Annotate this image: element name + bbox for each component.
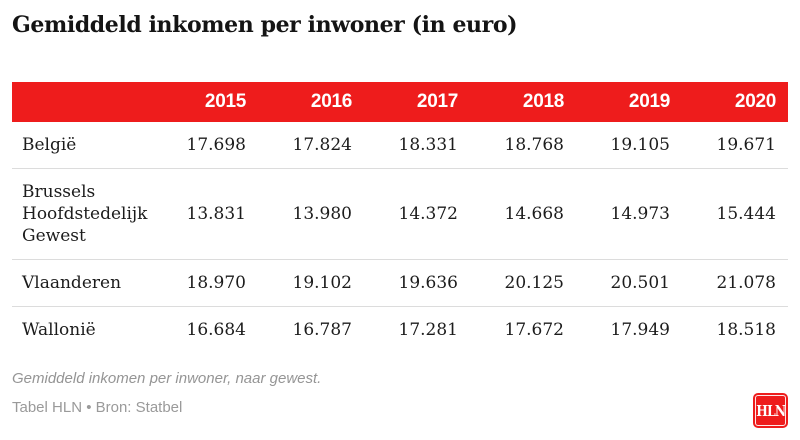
table-header: 2015 2016 2017 2018 2019 2020 [12, 82, 788, 122]
table-header-row: 2015 2016 2017 2018 2019 2020 [12, 82, 788, 122]
table-row-brussels: Brussels Hoofdstedelijk Gewest 13.831 13… [12, 169, 788, 260]
row-label: Vlaanderen [22, 273, 122, 293]
value-cell: 16.684 [186, 320, 246, 340]
value-cell: 20.501 [610, 273, 670, 293]
value-cell: 14.973 [610, 204, 670, 224]
source-credit: Tabel HLN • Bron: Statbel [12, 399, 183, 416]
value-cell: 20.125 [504, 273, 564, 293]
value-cell: 18.331 [398, 135, 458, 155]
year-header-2018: 2018 [470, 82, 576, 122]
value-cell: 19.102 [292, 273, 352, 293]
row-label: België [22, 135, 77, 155]
year-header-2016: 2016 [258, 82, 364, 122]
year-header-2017: 2017 [364, 82, 470, 122]
table-row-belgie: België 17.698 17.824 18.331 18.768 19.10… [12, 122, 788, 169]
value-cell: 21.078 [716, 273, 776, 293]
value-cell: 18.970 [186, 273, 246, 293]
value-cell: 14.668 [504, 204, 564, 224]
value-cell: 19.636 [398, 273, 458, 293]
value-cell: 13.980 [292, 204, 352, 224]
value-cell: 17.949 [610, 320, 670, 340]
value-cell: 19.105 [610, 135, 670, 155]
table-row-vlaanderen: Vlaanderen 18.970 19.102 19.636 20.125 2… [12, 260, 788, 307]
income-table: 2015 2016 2017 2018 2019 2020 België 17.… [12, 82, 788, 353]
value-cell: 17.672 [504, 320, 564, 340]
hln-logo: HLN [753, 393, 788, 428]
value-cell: 18.768 [504, 135, 564, 155]
year-header-2019: 2019 [576, 82, 682, 122]
chart-caption: Gemiddeld inkomen per inwoner, naar gewe… [12, 370, 322, 387]
value-cell: 18.518 [716, 320, 776, 340]
row-label: Brussels Hoofdstedelijk Gewest [22, 182, 148, 246]
value-cell: 14.372 [398, 204, 458, 224]
value-cell: 17.281 [398, 320, 458, 340]
value-cell: 19.671 [716, 135, 776, 155]
hln-logo-text: HLN [755, 401, 786, 420]
value-cell: 16.787 [292, 320, 352, 340]
year-header-2020: 2020 [682, 82, 788, 122]
row-label: Wallonië [22, 320, 96, 340]
table-row-wallonie: Wallonië 16.684 16.787 17.281 17.672 17.… [12, 307, 788, 354]
hln-logo-frame: HLN [755, 395, 786, 426]
value-cell: 17.824 [292, 135, 352, 155]
table-body: België 17.698 17.824 18.331 18.768 19.10… [12, 122, 788, 353]
value-cell: 17.698 [186, 135, 246, 155]
year-header-2015: 2015 [152, 82, 258, 122]
value-cell: 13.831 [186, 204, 246, 224]
page-title: Gemiddeld inkomen per inwoner (in euro) [12, 12, 518, 38]
value-cell: 15.444 [716, 204, 776, 224]
table-corner-cell [12, 82, 152, 122]
